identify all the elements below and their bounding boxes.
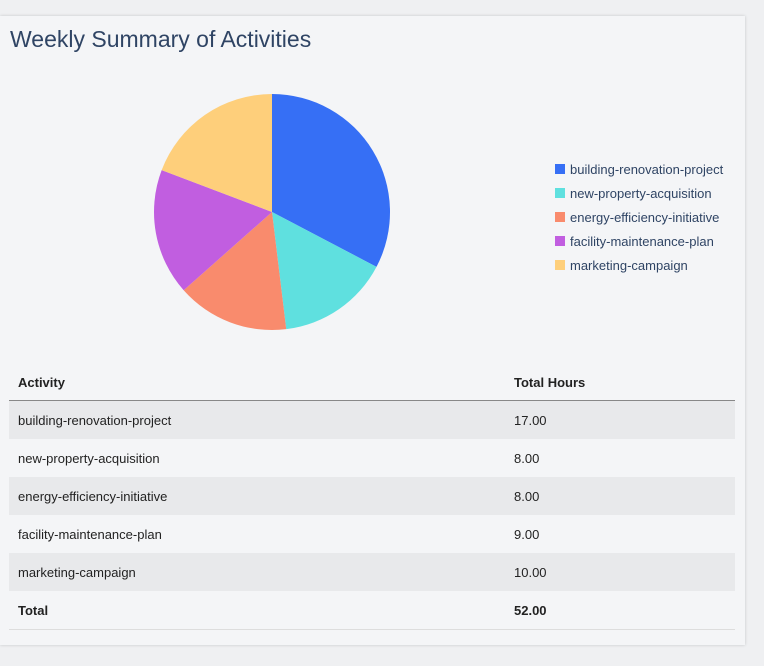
- header-total-hours: Total Hours: [505, 364, 735, 401]
- pie-slice-building-renovation-project[interactable]: [272, 94, 390, 267]
- legend-label: facility-maintenance-plan: [570, 233, 714, 249]
- table-row: building-renovation-project 17.00: [9, 400, 735, 439]
- legend-swatch: [555, 164, 565, 174]
- legend-label: energy-efficiency-initiative: [570, 209, 720, 225]
- legend-swatch: [555, 260, 565, 270]
- hours-cell: 8.00: [514, 450, 540, 466]
- pie-slice-new-property-acquisition[interactable]: [272, 212, 377, 330]
- hours-cell: 17.00: [505, 400, 735, 439]
- legend-item[interactable]: marketing-campaign: [555, 253, 723, 277]
- hours-cell: 9.00: [514, 526, 540, 542]
- total-label: Total: [9, 591, 505, 630]
- legend-label: new-property-acquisition: [570, 185, 712, 201]
- legend-swatch: [555, 212, 565, 222]
- legend-item[interactable]: new-property-acquisition: [555, 181, 723, 205]
- table-row: new-property-acquisition 8.00: [9, 439, 735, 477]
- hours-cell: 8.00: [505, 477, 735, 515]
- activity-cell: new-property-acquisition: [18, 450, 160, 466]
- legend: building-renovation-project new-property-…: [555, 157, 723, 277]
- header-activity: Activity: [9, 364, 505, 401]
- pie-slice-facility-maintenance-plan[interactable]: [154, 170, 272, 291]
- summary-table: Activity Total Hours building-renovation…: [9, 364, 735, 630]
- page-title: Weekly Summary of Activities: [10, 26, 312, 52]
- activity-cell: marketing-campaign: [9, 553, 505, 591]
- legend-swatch: [555, 236, 565, 246]
- legend-label: marketing-campaign: [570, 257, 688, 273]
- table-row: energy-efficiency-initiative 8.00: [9, 477, 735, 515]
- legend-item[interactable]: energy-efficiency-initiative: [555, 205, 723, 229]
- activity-cell: energy-efficiency-initiative: [9, 477, 505, 515]
- total-row: Total 52.00: [9, 591, 735, 630]
- total-value: 52.00: [505, 591, 735, 630]
- pie-slice-marketing-campaign[interactable]: [161, 94, 272, 212]
- table-row: marketing-campaign 10.00: [9, 553, 735, 591]
- hours-cell: 10.00: [505, 553, 735, 591]
- activity-cell: facility-maintenance-plan: [18, 526, 162, 542]
- legend-item[interactable]: building-renovation-project: [555, 157, 723, 181]
- pie-slice-energy-efficiency-initiative[interactable]: [183, 212, 287, 330]
- legend-swatch: [555, 188, 565, 198]
- table-row: facility-maintenance-plan 9.00: [9, 515, 735, 553]
- legend-label: building-renovation-project: [570, 161, 724, 177]
- activity-cell: building-renovation-project: [9, 400, 505, 439]
- legend-item[interactable]: facility-maintenance-plan: [555, 229, 723, 253]
- pie-chart: [154, 94, 390, 330]
- summary-card: Weekly Summary of Activities building-re…: [0, 16, 745, 645]
